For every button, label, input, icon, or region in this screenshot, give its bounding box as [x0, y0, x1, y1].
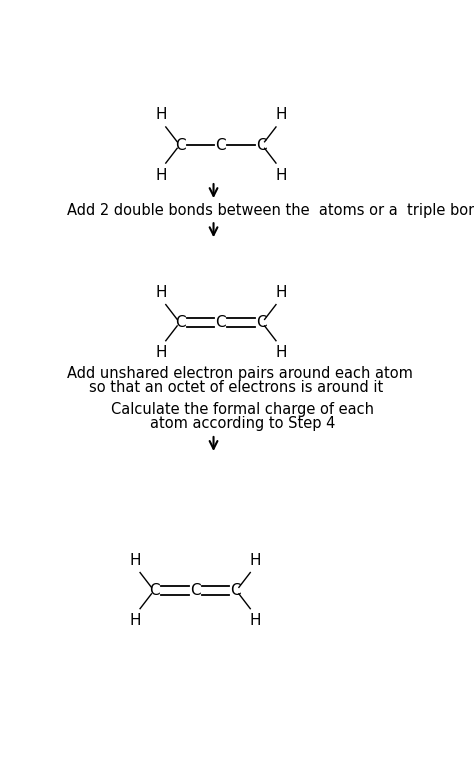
- Text: H: H: [275, 285, 286, 300]
- Text: H: H: [249, 553, 261, 568]
- Text: C: C: [149, 583, 160, 598]
- Text: C: C: [190, 583, 201, 598]
- Text: C: C: [175, 315, 186, 330]
- Text: C: C: [256, 315, 266, 330]
- Text: H: H: [275, 167, 286, 183]
- Text: C: C: [175, 138, 186, 152]
- Text: H: H: [129, 553, 141, 568]
- Text: H: H: [249, 613, 261, 628]
- Text: C: C: [256, 138, 266, 152]
- Text: H: H: [155, 285, 167, 300]
- Text: H: H: [275, 107, 286, 123]
- Text: so that an octet of electrons is around it: so that an octet of electrons is around …: [89, 380, 383, 395]
- Text: C: C: [216, 315, 226, 330]
- Text: H: H: [129, 613, 141, 628]
- Text: atom according to Step 4: atom according to Step 4: [150, 416, 336, 432]
- Text: Add unshared electron pairs around each atom: Add unshared electron pairs around each …: [66, 366, 412, 381]
- Text: H: H: [275, 346, 286, 361]
- Text: H: H: [155, 167, 167, 183]
- Text: C: C: [216, 138, 226, 152]
- Text: Calculate the formal charge of each: Calculate the formal charge of each: [111, 403, 374, 418]
- Text: C: C: [230, 583, 241, 598]
- Text: Add 2 double bonds between the  atoms or a  triple bond: Add 2 double bonds between the atoms or …: [66, 203, 474, 218]
- Text: H: H: [155, 107, 167, 123]
- Text: H: H: [155, 346, 167, 361]
